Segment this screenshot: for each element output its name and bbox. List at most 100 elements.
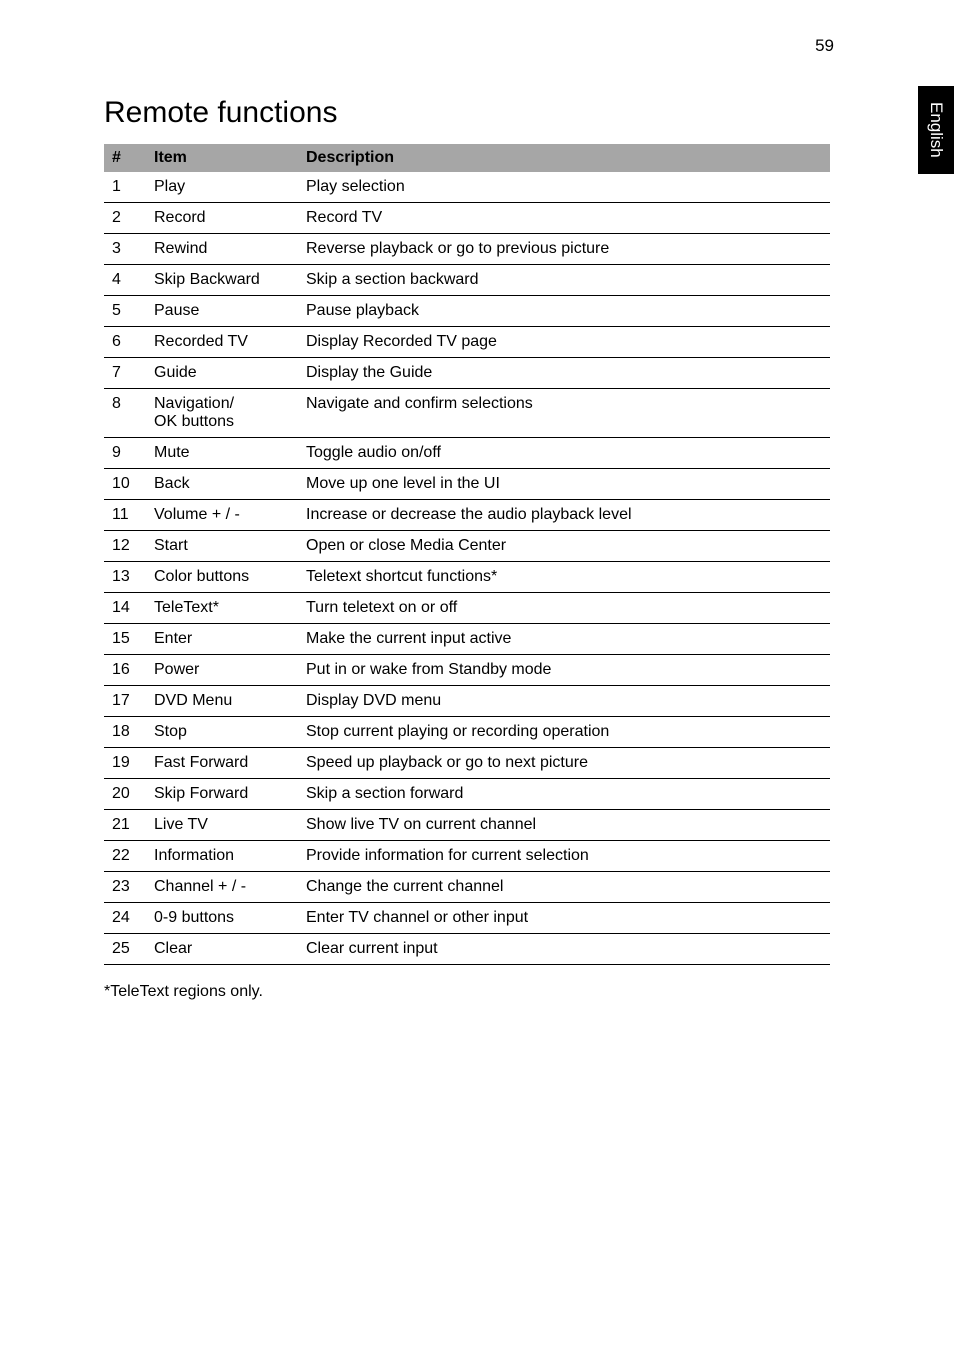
table-row: 8Navigation/OK buttonsNavigate and confi…: [104, 389, 830, 438]
cell-description: Provide information for current selectio…: [298, 841, 830, 872]
table-row: 23Channel + / -Change the current channe…: [104, 872, 830, 903]
cell-item: Rewind: [146, 234, 298, 265]
cell-number: 24: [104, 903, 146, 934]
cell-description: Skip a section forward: [298, 779, 830, 810]
cell-item: 0-9 buttons: [146, 903, 298, 934]
header-description: Description: [298, 144, 830, 172]
cell-number: 21: [104, 810, 146, 841]
cell-item: Back: [146, 469, 298, 500]
table-row: 25ClearClear current input: [104, 934, 830, 965]
table-row: 20Skip ForwardSkip a section forward: [104, 779, 830, 810]
cell-item: Stop: [146, 717, 298, 748]
cell-number: 15: [104, 624, 146, 655]
cell-item: Color buttons: [146, 562, 298, 593]
cell-item: TeleText*: [146, 593, 298, 624]
cell-item: Live TV: [146, 810, 298, 841]
cell-number: 7: [104, 358, 146, 389]
table-row: 21Live TVShow live TV on current channel: [104, 810, 830, 841]
table-row: 18StopStop current playing or recording …: [104, 717, 830, 748]
cell-description: Turn teletext on or off: [298, 593, 830, 624]
cell-item: Skip Backward: [146, 265, 298, 296]
cell-number: 25: [104, 934, 146, 965]
table-row: 240-9 buttonsEnter TV channel or other i…: [104, 903, 830, 934]
cell-description: Teletext shortcut functions*: [298, 562, 830, 593]
cell-number: 1: [104, 172, 146, 203]
cell-number: 23: [104, 872, 146, 903]
cell-number: 4: [104, 265, 146, 296]
table-row: 16PowerPut in or wake from Standby mode: [104, 655, 830, 686]
cell-number: 9: [104, 438, 146, 469]
table-row: 6Recorded TVDisplay Recorded TV page: [104, 327, 830, 358]
table-header-row: # Item Description: [104, 144, 830, 172]
cell-description: Show live TV on current channel: [298, 810, 830, 841]
table-row: 17DVD MenuDisplay DVD menu: [104, 686, 830, 717]
cell-item: Navigation/OK buttons: [146, 389, 298, 438]
language-tab: English: [918, 86, 954, 174]
cell-item: DVD Menu: [146, 686, 298, 717]
cell-description: Display Recorded TV page: [298, 327, 830, 358]
cell-number: 19: [104, 748, 146, 779]
cell-description: Record TV: [298, 203, 830, 234]
cell-number: 14: [104, 593, 146, 624]
cell-number: 13: [104, 562, 146, 593]
table-row: 4Skip BackwardSkip a section backward: [104, 265, 830, 296]
cell-item: Channel + / -: [146, 872, 298, 903]
cell-item: Record: [146, 203, 298, 234]
cell-description: Toggle audio on/off: [298, 438, 830, 469]
cell-description: Put in or wake from Standby mode: [298, 655, 830, 686]
cell-number: 22: [104, 841, 146, 872]
cell-description: Speed up playback or go to next picture: [298, 748, 830, 779]
table-row: 13Color buttonsTeletext shortcut functio…: [104, 562, 830, 593]
cell-item: Clear: [146, 934, 298, 965]
cell-description: Move up one level in the UI: [298, 469, 830, 500]
cell-description: Open or close Media Center: [298, 531, 830, 562]
table-row: 11Volume + / -Increase or decrease the a…: [104, 500, 830, 531]
cell-item: Power: [146, 655, 298, 686]
cell-number: 6: [104, 327, 146, 358]
table-row: 19Fast ForwardSpeed up playback or go to…: [104, 748, 830, 779]
cell-number: 18: [104, 717, 146, 748]
cell-number: 8: [104, 389, 146, 438]
header-item: Item: [146, 144, 298, 172]
remote-functions-table: # Item Description 1PlayPlay selection2R…: [104, 144, 830, 965]
cell-description: Pause playback: [298, 296, 830, 327]
cell-description: Navigate and confirm selections: [298, 389, 830, 438]
table-row: 12StartOpen or close Media Center: [104, 531, 830, 562]
cell-item: Guide: [146, 358, 298, 389]
cell-description: Skip a section backward: [298, 265, 830, 296]
table-row: 2RecordRecord TV: [104, 203, 830, 234]
main-content: Remote functions # Item Description 1Pla…: [104, 96, 830, 1001]
cell-description: Display the Guide: [298, 358, 830, 389]
cell-item: Skip Forward: [146, 779, 298, 810]
cell-number: 16: [104, 655, 146, 686]
cell-number: 11: [104, 500, 146, 531]
cell-item: Start: [146, 531, 298, 562]
cell-item: Information: [146, 841, 298, 872]
table-row: 14TeleText*Turn teletext on or off: [104, 593, 830, 624]
cell-description: Clear current input: [298, 934, 830, 965]
cell-number: 5: [104, 296, 146, 327]
cell-description: Enter TV channel or other input: [298, 903, 830, 934]
header-number: #: [104, 144, 146, 172]
cell-item: Mute: [146, 438, 298, 469]
cell-number: 20: [104, 779, 146, 810]
cell-number: 2: [104, 203, 146, 234]
page-number: 59: [815, 36, 834, 56]
table-row: 1PlayPlay selection: [104, 172, 830, 203]
cell-number: 17: [104, 686, 146, 717]
cell-number: 12: [104, 531, 146, 562]
footnote: *TeleText regions only.: [104, 983, 830, 1001]
cell-item: Pause: [146, 296, 298, 327]
cell-number: 10: [104, 469, 146, 500]
cell-item: Enter: [146, 624, 298, 655]
table-row: 3RewindReverse playback or go to previou…: [104, 234, 830, 265]
cell-description: Change the current channel: [298, 872, 830, 903]
cell-item: Fast Forward: [146, 748, 298, 779]
cell-item: Recorded TV: [146, 327, 298, 358]
cell-description: Make the current input active: [298, 624, 830, 655]
cell-description: Play selection: [298, 172, 830, 203]
cell-description: Stop current playing or recording operat…: [298, 717, 830, 748]
cell-item: Play: [146, 172, 298, 203]
table-row: 22InformationProvide information for cur…: [104, 841, 830, 872]
cell-description: Increase or decrease the audio playback …: [298, 500, 830, 531]
